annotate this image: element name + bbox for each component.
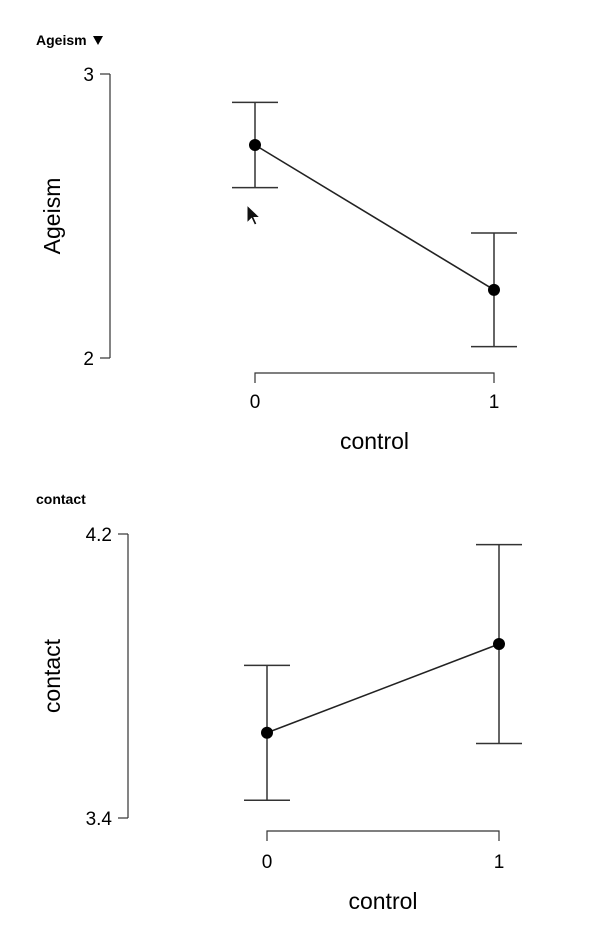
data-point	[249, 139, 261, 151]
mouse-pointer-icon	[246, 203, 262, 226]
panel-title-ageism[interactable]: Ageism	[36, 32, 103, 48]
x-tick-label: 0	[250, 392, 261, 413]
y-tick-labels: 3.4 4.2	[86, 525, 128, 830]
x-axis	[254, 372, 495, 383]
y-tick-labels: 23	[83, 65, 110, 370]
y-axis-label: contact	[39, 638, 65, 713]
x-axis-label: control	[340, 428, 409, 454]
data-marks	[232, 101, 517, 348]
caret-down-icon[interactable]	[92, 35, 103, 45]
series-line	[254, 144, 495, 291]
panel-title-label: contact	[36, 491, 86, 507]
y-tick-label: 3	[83, 65, 94, 86]
x-axis-label: control	[348, 888, 417, 914]
y-tick-label: 4.2	[86, 525, 112, 546]
data-point	[488, 283, 500, 296]
series-line	[266, 643, 500, 734]
data-marks	[244, 543, 522, 801]
y-tick-label: 2	[83, 349, 94, 370]
x-tick-label: 1	[494, 852, 505, 873]
x-tick-label: 0	[262, 852, 273, 873]
data-point	[493, 638, 505, 651]
y-tick-label: 3.4	[86, 809, 113, 830]
data-point	[261, 726, 273, 739]
x-tick-label: 1	[489, 392, 500, 413]
panel-title-label: Ageism	[36, 32, 87, 48]
panel-title-contact: contact	[36, 491, 86, 507]
x-axis	[266, 830, 500, 841]
y-axis-label: Ageism	[39, 178, 65, 255]
